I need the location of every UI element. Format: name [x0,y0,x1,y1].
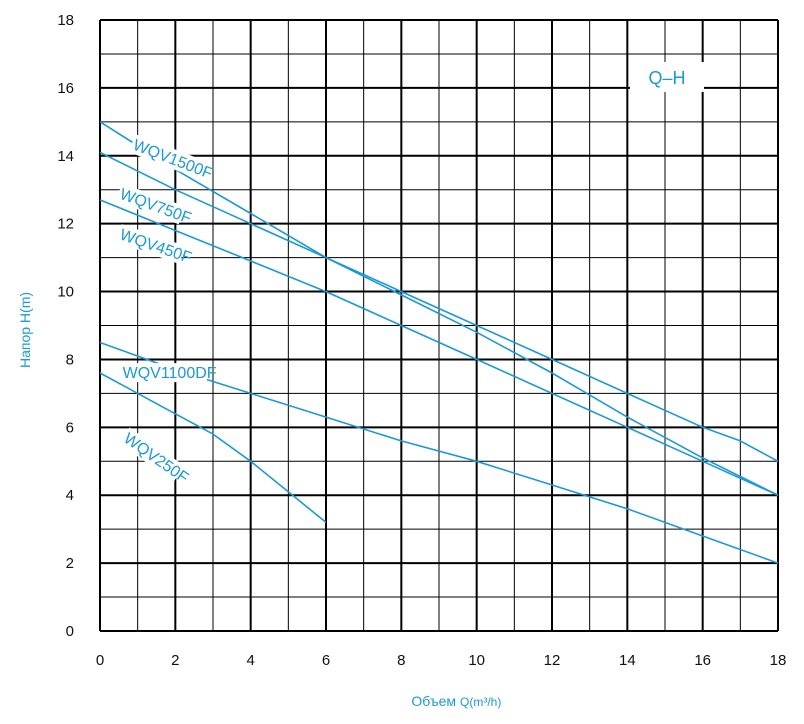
x-axis-title-text: Объем [411,693,456,709]
series-lines [99,121,779,564]
series-label-group: WQV250F [118,427,191,487]
chart-title-background [630,62,704,92]
series-label-background [115,183,186,225]
x-axis-title: Объем Q(m³/h) [411,693,501,709]
series-line-wqv450f [99,199,779,496]
x-tick-label: 8 [397,652,405,669]
y-tick-label: 14 [57,148,74,165]
y-tick-label: 6 [66,419,74,436]
series-label-wqv250f: WQV250F [120,430,191,487]
series-label-background [128,134,208,180]
y-axis-title: Напор H(m) [17,292,33,368]
y-tick-label: 16 [57,80,74,97]
x-tick-label: 4 [246,652,254,669]
y-tick-label: 0 [66,623,74,640]
x-tick-label: 6 [322,652,330,669]
y-tick-label: 4 [66,487,74,504]
x-tick-label: 12 [544,652,561,669]
series-line-wqv1100df [99,341,779,564]
x-tick-label: 2 [171,652,179,669]
series-label-wqv1500f: WQV1500F [131,137,215,183]
y-tick-label: 18 [57,12,74,29]
series-label-wqv1100df: WQV1100DF [123,365,217,382]
y-tick-label: 10 [57,284,74,301]
series-line-wqv1500f [99,121,779,463]
x-tick-label: 18 [770,652,787,669]
series-label-group: WQV450F [115,224,194,267]
x-tick-label: 10 [468,652,485,669]
series-line-wqv750f [99,151,779,496]
tick-labels: 0 2 4 6 8 10 12 14 16 18 0 2 4 6 8 10 12 14 16 18 [57,12,786,669]
grid-major [99,19,779,632]
y-tick-label: 12 [57,216,74,233]
grid-minor [100,20,778,631]
chart-title-box: Q–H [630,62,704,92]
series-line-wqv250f [99,372,327,524]
series-label-background [120,363,207,383]
chart-title: Q–H [648,68,685,88]
series-label-background [115,224,186,264]
series-label-group: WQV1100DF [120,363,217,383]
x-tick-label: 16 [694,652,711,669]
series-label-group: WQV1500F [128,134,215,183]
y-tick-label: 8 [66,351,74,368]
x-axis-unit: Q(m³/h) [460,695,501,709]
x-tick-label: 14 [619,652,636,669]
series-label-background [118,427,185,482]
y-tick-label: 2 [66,555,74,572]
x-tick-label: 0 [96,652,104,669]
